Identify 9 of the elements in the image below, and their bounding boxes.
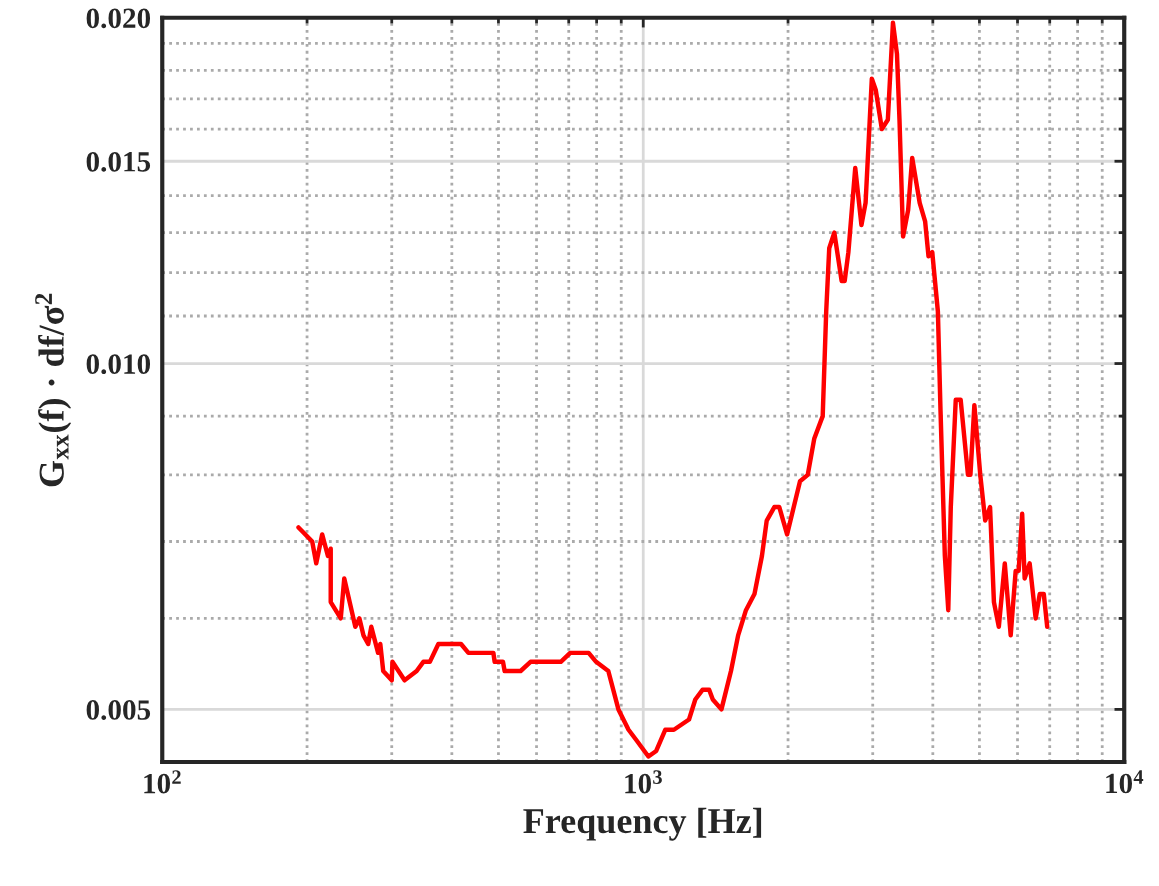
y-tick-label: 0.010 — [86, 354, 151, 375]
x-tick-label: 10$^{4}$ — [1106, 770, 1144, 794]
y-tick-label: 0.005 — [86, 700, 151, 720]
x-tick-label: 10$^{2}$ — [144, 770, 181, 794]
x-axis-title: Frequency [Hz] — [523, 807, 762, 841]
y-axis-title: G$_{xx}$(f) · df/σ$^{2}$ — [35, 293, 72, 487]
y-tick-label: 0.015 — [86, 151, 151, 172]
y-tick-label: 0.020 — [86, 8, 151, 29]
x-tick-label: 10$^{3}$ — [625, 770, 662, 794]
